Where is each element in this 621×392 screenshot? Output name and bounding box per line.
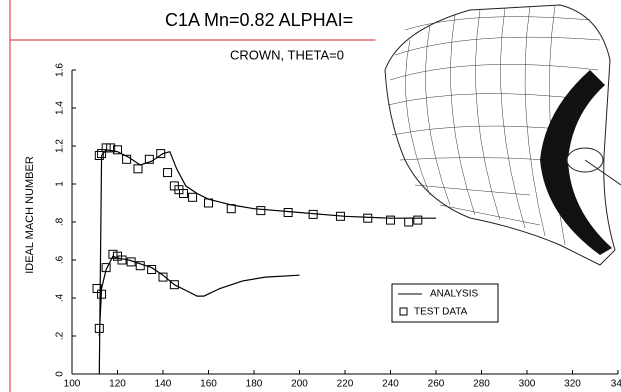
y-tick-label: 0 — [55, 371, 66, 377]
y-tick-label: 1.2 — [55, 139, 66, 153]
x-tick-label: 140 — [155, 379, 172, 390]
y-tick-label: .2 — [55, 331, 66, 340]
x-tick-label: 300 — [519, 379, 536, 390]
y-tick-label: 1 — [55, 181, 66, 187]
x-tick-label: 320 — [564, 379, 581, 390]
x-tick-label: 280 — [473, 379, 490, 390]
chart-title: C1A Mn=0.82 ALPHAI= — [165, 10, 353, 30]
y-tick-label: .6 — [55, 255, 66, 264]
y-tick-label: 1.4 — [55, 101, 66, 115]
x-tick-label: 100 — [64, 379, 81, 390]
legend-label: ANALYSIS — [430, 289, 478, 300]
x-tick-label: 240 — [382, 379, 399, 390]
y-axis-label: IDEAL MACH NUMBER — [24, 156, 36, 274]
x-tick-label: 220 — [337, 379, 354, 390]
chart: C1A Mn=0.82 ALPHAI= CROWN, THETA=0 IDEAL… — [0, 0, 621, 392]
y-tick-label: .4 — [55, 293, 66, 302]
x-tick-label: 34( — [611, 379, 621, 390]
chart-subtitle: CROWN, THETA=0 — [230, 47, 344, 62]
x-tick-label: 160 — [200, 379, 217, 390]
x-tick-label: 180 — [246, 379, 263, 390]
legend: ANALYSIS TEST DATA — [392, 284, 498, 322]
x-tick-label: 200 — [291, 379, 308, 390]
y-tick-label: 1.6 — [55, 63, 66, 77]
legend-label: TEST DATA — [414, 307, 468, 318]
x-tick-label: 260 — [428, 379, 445, 390]
y-tick-label: .8 — [55, 217, 66, 226]
x-tick-label: 120 — [109, 379, 126, 390]
